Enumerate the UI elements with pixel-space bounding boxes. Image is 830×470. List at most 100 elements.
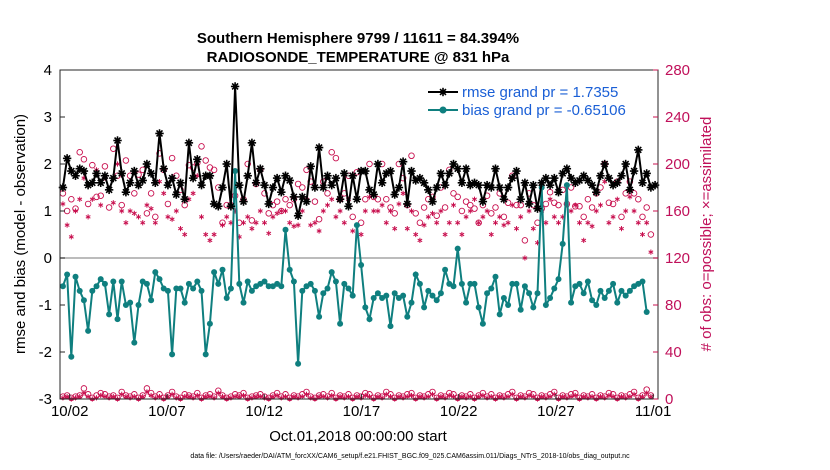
bias-point [584, 278, 591, 285]
assimilated-point-stroke [325, 203, 331, 207]
rmse-point-core [199, 182, 204, 188]
rmse-point [571, 178, 580, 187]
assimilated_lower-point [110, 394, 116, 400]
rmse-point-core [94, 171, 99, 176]
bias-point [248, 287, 255, 294]
assimilated_lower-point-stroke [597, 394, 603, 399]
assimilated_lower-point [241, 392, 247, 399]
rmse-point-core [652, 182, 658, 188]
bias-point [345, 285, 352, 292]
assimilated-point [383, 220, 389, 226]
chart-title-line2: RADIOSONDE_TEMPERATURE @ 831 hPa [207, 49, 510, 66]
assimilated-point [400, 190, 406, 196]
rmse-point-core [287, 178, 292, 183]
assimilated_lower-point-stroke [123, 394, 129, 399]
assimilated_lower-point [606, 392, 612, 399]
rmse-point-core [106, 187, 112, 193]
bias-point [517, 306, 524, 313]
rmse-point-core [531, 182, 536, 188]
rmse-point-core [363, 168, 368, 174]
assimilated_lower-point-stroke [64, 394, 70, 399]
rmse-point-core [514, 168, 519, 174]
bias-point [601, 294, 608, 301]
assimilated-point-stroke [308, 223, 314, 227]
assimilated_lower-point-stroke [148, 393, 154, 398]
assimilated-point-stroke [597, 203, 603, 207]
rmse-point [264, 199, 273, 209]
assimilated-point-stroke [471, 197, 477, 201]
assimilated-point [358, 231, 364, 238]
assimilated-point [492, 220, 498, 226]
assimilated-point [505, 220, 511, 226]
rmse-point-core [77, 166, 82, 171]
rmse-point [197, 180, 206, 190]
assimilated-point [576, 220, 582, 226]
bias-point [542, 302, 549, 308]
possible-point [282, 195, 289, 203]
bias-point [492, 273, 499, 280]
rmse-point-core [60, 185, 66, 190]
bias-point [93, 283, 100, 290]
bias-point [190, 285, 197, 292]
assimilated-point [308, 222, 314, 228]
assimilated_lower-point-stroke [488, 394, 494, 399]
rmse-point [327, 180, 336, 190]
rmse-point [142, 159, 152, 169]
rmse-point-core [321, 185, 326, 190]
assimilated-point [73, 208, 79, 214]
rmse-point-core [69, 168, 74, 174]
rmse-point [596, 171, 605, 180]
bias-point [370, 294, 377, 301]
assimilated_lower-point [102, 394, 108, 400]
bias-point [353, 222, 360, 229]
rmse-point [432, 183, 441, 192]
x-tick-label: 10/02 [51, 403, 89, 420]
rmse-point-core [543, 175, 549, 181]
rmse-point-core [644, 171, 649, 176]
bias-point [555, 276, 562, 283]
legend-box [420, 80, 652, 120]
assimilated-point-stroke [446, 221, 452, 225]
assimilated_lower-point [182, 394, 188, 400]
assimilated-point-stroke [224, 215, 230, 219]
assimilated_lower-point-stroke [639, 394, 645, 399]
assimilated_lower-point [299, 394, 305, 400]
rmse-point-core [455, 166, 460, 171]
assimilated-point-stroke [593, 209, 599, 213]
bias-point [387, 323, 394, 330]
assimilated-point-stroke [408, 209, 414, 213]
assimilated-point [178, 226, 184, 232]
bias-point [202, 351, 209, 358]
assimilated-point-stroke [165, 215, 171, 219]
assimilated_lower-point [186, 394, 192, 400]
assimilated-point-stroke [203, 232, 209, 237]
rmse-series [58, 82, 660, 220]
bias-point [383, 292, 390, 299]
bias-point [496, 311, 503, 318]
bias-point [551, 285, 558, 292]
assimilated_lower-point [639, 394, 645, 400]
assimilated-point-stroke [463, 215, 469, 219]
assimilated-point-stroke [152, 221, 158, 225]
rmse-point-core [195, 157, 200, 162]
assimilated-point-stroke [551, 215, 557, 219]
possible-point [639, 213, 646, 221]
rmse-point-core [262, 182, 267, 188]
possible-point [68, 195, 75, 203]
assimilated_lower-point-stroke [610, 394, 616, 399]
possible-point [433, 212, 440, 219]
rmse-point-core [413, 178, 418, 183]
legend-bias-marker [439, 106, 447, 114]
assimilated_lower-point [539, 394, 545, 400]
assimilated_lower-point [253, 394, 259, 400]
assimilated_lower-point-stroke [299, 394, 305, 399]
assimilated-point-stroke [358, 232, 364, 237]
rmse-point-core [421, 180, 427, 185]
rmse-point [277, 188, 286, 197]
assimilated-point [115, 161, 121, 167]
y-right-tick-label: 40 [665, 344, 682, 361]
bias-point [236, 280, 243, 287]
rmse-point-core [73, 173, 78, 178]
assimilated_lower-point [568, 394, 574, 400]
bias-point [597, 287, 604, 294]
